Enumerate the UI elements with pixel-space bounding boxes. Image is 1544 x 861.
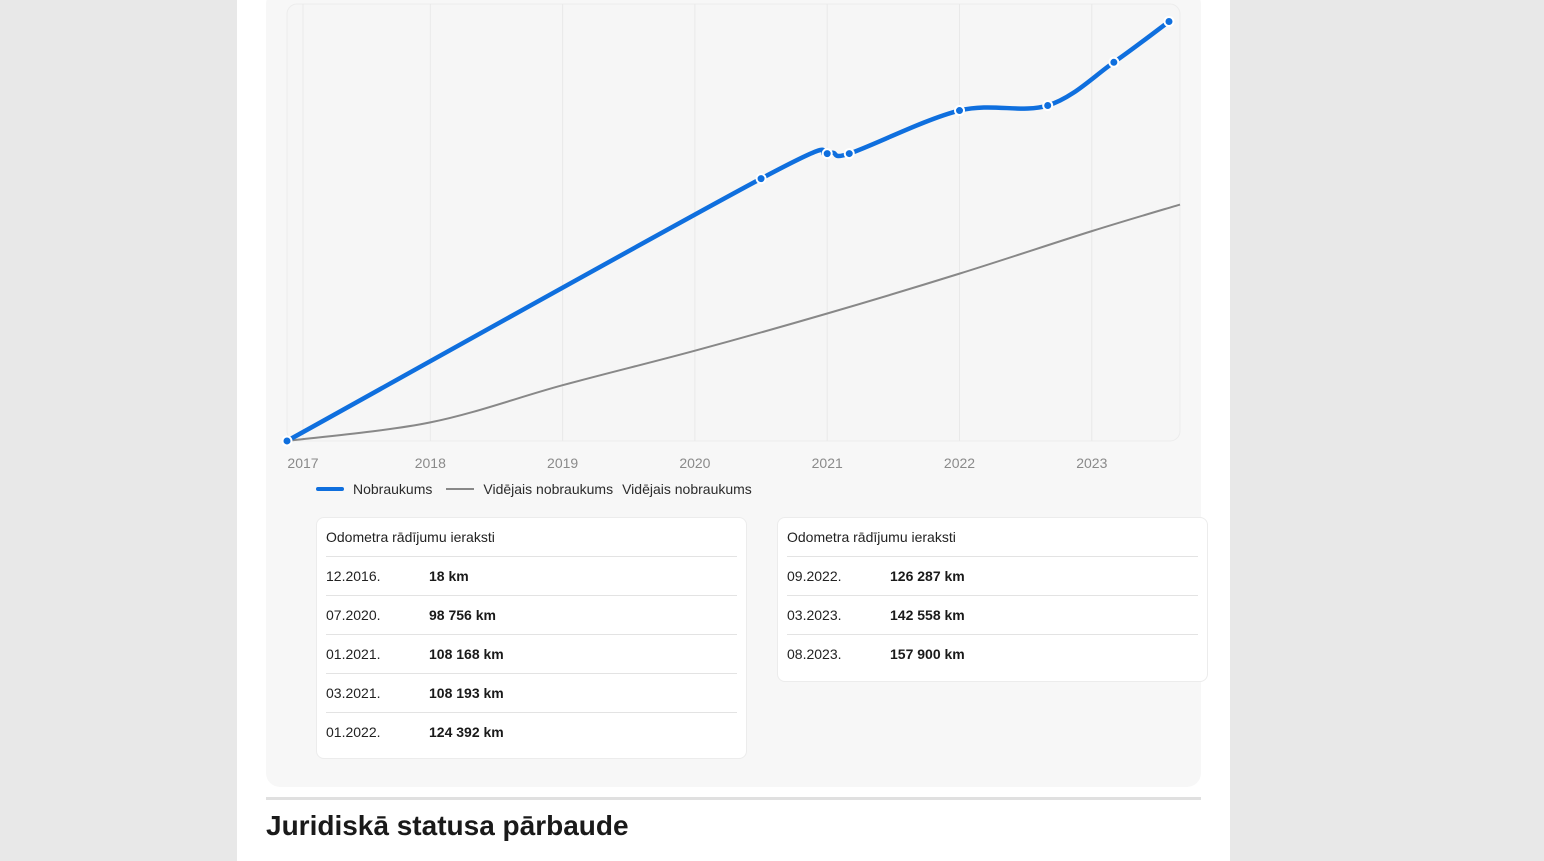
odometer-table-right: Odometra rādījumu ieraksti 09.2022. 126 … [777,517,1208,682]
reading-km: 126 287 km [890,568,965,584]
reading-km: 142 558 km [890,607,965,623]
x-tick-label: 2019 [547,455,578,471]
mileage-card: 2017 2018 2019 2020 2021 2022 2023 Nobraukums … [266,0,1208,787]
section-divider [266,797,1201,800]
data-point[interactable] [1042,100,1054,112]
reading-km: 18 km [429,568,469,584]
table-row: 03.2021. 108 193 km [326,674,737,713]
reading-date: 01.2021. [326,646,381,662]
plot-area [286,3,1181,442]
legend-label-average[interactable]: Vidējais nobraukums [483,481,614,497]
table-row: 01.2022. 124 392 km [326,713,737,751]
table-row: 09.2022. 126 287 km [787,557,1198,596]
odometer-table-left: Odometra rādījumu ieraksti 12.2016. 18 k… [316,517,747,759]
reading-date: 08.2023. [787,646,842,662]
odometer-table-title: Odometra rādījumu ieraksti [787,518,1198,557]
data-point[interactable] [954,105,966,117]
table-row: 01.2021. 108 168 km [326,635,737,674]
reading-km: 108 168 km [429,646,504,662]
x-tick-label: 2022 [944,455,975,471]
odometer-table-title: Odometra rādījumu ieraksti [326,518,737,557]
table-row: 12.2016. 18 km [326,557,737,596]
x-tick-label: 2021 [812,455,843,471]
table-row: 07.2020. 98 756 km [326,596,737,635]
data-point[interactable] [843,148,855,160]
reading-km: 108 193 km [429,685,504,701]
legend-swatch-mileage [316,487,344,491]
data-point[interactable] [755,173,767,185]
x-tick-label: 2020 [679,455,710,471]
x-tick-label: 2018 [415,455,446,471]
section-title: Juridiskā statusa pārbaude [266,810,629,841]
reading-date: 03.2023. [787,607,842,623]
reading-km: 98 756 km [429,607,496,623]
reading-date: 03.2021. [326,685,381,701]
data-point[interactable] [1163,16,1175,28]
series-line-average [286,203,1181,442]
legend-label-mileage[interactable]: Nobraukums [353,481,433,497]
table-row: 03.2023. 142 558 km [787,596,1198,635]
legend-extra-label: Vidējais nobraukums [622,481,752,497]
data-point[interactable] [1108,56,1120,68]
reading-km: 157 900 km [890,646,965,662]
reading-km: 124 392 km [429,724,504,740]
reading-date: 09.2022. [787,568,842,584]
data-point[interactable] [821,148,833,160]
table-row: 08.2023. 157 900 km [787,635,1198,673]
x-tick-label: 2023 [1076,455,1107,471]
legend-swatch-average [446,488,475,490]
data-point[interactable] [281,435,293,447]
reading-date: 12.2016. [326,568,381,584]
mileage-chart: 2017 2018 2019 2020 2021 2022 2023 [281,3,1181,471]
x-tick-label: 2017 [287,455,318,471]
series-line-mileage [284,19,1172,444]
reading-date: 01.2022. [326,724,381,740]
reading-date: 07.2020. [326,607,381,623]
page-content: 2017 2018 2019 2020 2021 2022 2023 Nobraukums … [237,0,1230,861]
chart-legend: Nobraukums Vidējais nobraukums Vidējais … [316,480,752,498]
